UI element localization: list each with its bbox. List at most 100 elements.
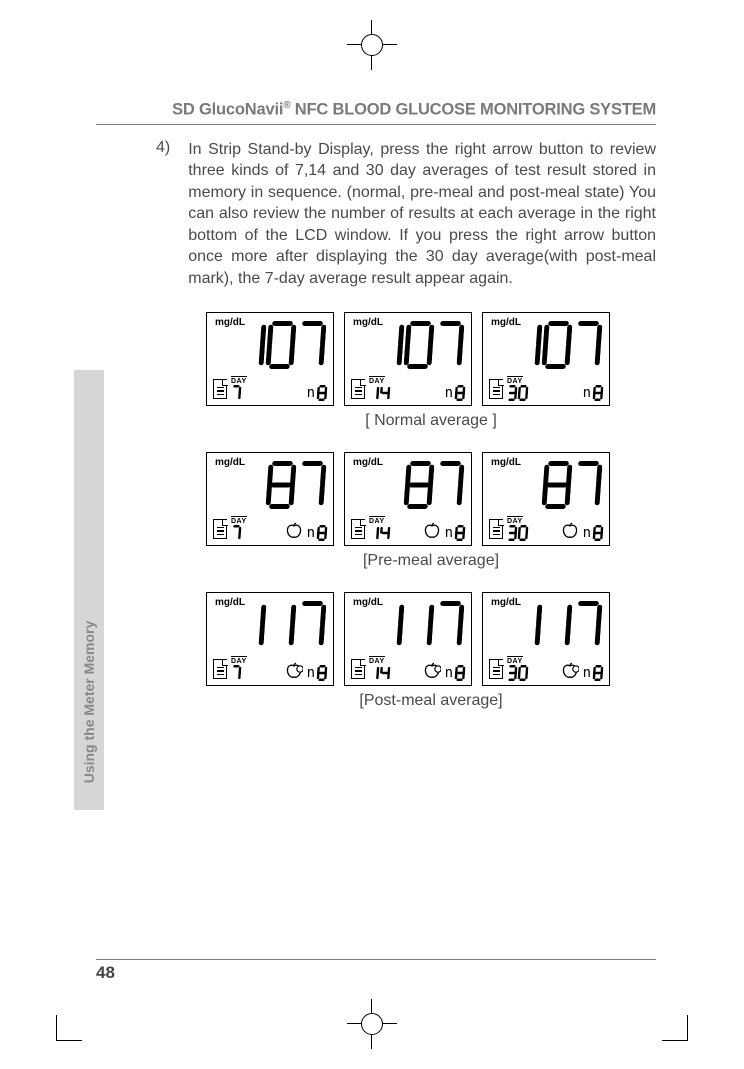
- memory-icon: [351, 519, 365, 539]
- lcd-section: mg/dL DAY n m: [206, 452, 656, 570]
- memory-icon: [213, 379, 227, 399]
- crop-corner-br: [662, 1015, 688, 1041]
- count-n: n: [445, 386, 453, 401]
- count-n: n: [583, 386, 591, 401]
- count-block: n: [445, 665, 465, 681]
- day-label: DAY: [507, 656, 523, 665]
- section-caption: [Post-meal average]: [206, 692, 656, 710]
- unit-label: mg/dL: [215, 457, 245, 468]
- count-value: [317, 665, 327, 681]
- count-value: [593, 665, 603, 681]
- page-content: SD GlucoNavii® NFC BLOOD GLUCOSE MONITOR…: [96, 100, 656, 710]
- count-block: n: [583, 385, 603, 401]
- glucose-value: [375, 321, 463, 371]
- unit-label: mg/dL: [491, 457, 521, 468]
- day-block: DAY: [231, 518, 247, 541]
- day-block: DAY: [507, 658, 528, 681]
- day-block: DAY: [507, 378, 528, 401]
- count-block: n: [445, 525, 465, 541]
- count-block: n: [583, 525, 603, 541]
- lcd-row: mg/dL DAY n m: [206, 592, 656, 686]
- lcd-row: mg/dL DAY n mg/dL: [206, 312, 656, 406]
- memory-icon: [213, 659, 227, 679]
- meal-icon: [561, 662, 579, 680]
- glucose-value: [375, 601, 463, 651]
- section-caption: [Pre-meal average]: [206, 552, 656, 570]
- meal-icon: [285, 662, 303, 680]
- day-value: [507, 665, 528, 681]
- memory-icon: [489, 519, 503, 539]
- memory-icon: [213, 519, 227, 539]
- step-text: In Strip Stand-by Display, press the rig…: [188, 139, 656, 290]
- memory-icon: [351, 659, 365, 679]
- day-value: [231, 385, 241, 401]
- count-block: n: [583, 665, 603, 681]
- count-value: [593, 385, 603, 401]
- day-value: [369, 525, 390, 541]
- day-block: DAY: [507, 518, 528, 541]
- count-value: [455, 525, 465, 541]
- day-label: DAY: [507, 376, 523, 385]
- day-label: DAY: [369, 656, 385, 665]
- count-value: [317, 385, 327, 401]
- memory-icon: [489, 379, 503, 399]
- step-number: 4): [156, 139, 170, 290]
- page-number: 48: [96, 959, 656, 983]
- count-block: n: [307, 385, 327, 401]
- count-n: n: [583, 666, 591, 681]
- lcd-screen: mg/dL DAY n: [344, 592, 472, 686]
- count-block: n: [307, 665, 327, 681]
- day-value: [507, 525, 528, 541]
- glucose-value: [405, 461, 463, 511]
- count-value: [593, 525, 603, 541]
- day-value: [369, 665, 390, 681]
- day-block: DAY: [369, 378, 390, 401]
- count-block: n: [307, 525, 327, 541]
- lcd-section: mg/dL DAY n m: [206, 592, 656, 710]
- glucose-value: [267, 461, 325, 511]
- count-n: n: [307, 526, 315, 541]
- lcd-screen: mg/dL DAY n: [482, 312, 610, 406]
- glucose-value: [513, 601, 601, 651]
- day-label: DAY: [369, 376, 385, 385]
- day-block: DAY: [231, 658, 247, 681]
- lcd-screen: mg/dL DAY n: [206, 452, 334, 546]
- instruction-step: 4) In Strip Stand-by Display, press the …: [156, 139, 656, 290]
- lcd-screen: mg/dL DAY n: [482, 592, 610, 686]
- day-value: [507, 385, 528, 401]
- lcd-row: mg/dL DAY n m: [206, 452, 656, 546]
- day-block: DAY: [231, 378, 247, 401]
- lcd-sections-container: mg/dL DAY n mg/dL: [96, 312, 656, 710]
- meal-icon: [423, 662, 441, 680]
- glucose-value: [237, 321, 325, 371]
- count-n: n: [583, 526, 591, 541]
- day-label: DAY: [231, 516, 247, 525]
- glucose-value: [513, 321, 601, 371]
- meal-icon: [285, 522, 303, 540]
- meal-icon: [423, 522, 441, 540]
- day-value: [369, 385, 390, 401]
- product-name: SD GlucoNavii: [172, 101, 283, 119]
- meal-icon: [561, 522, 579, 540]
- memory-icon: [489, 659, 503, 679]
- count-n: n: [307, 666, 315, 681]
- lcd-screen: mg/dL DAY n: [206, 592, 334, 686]
- lcd-screen: mg/dL DAY n: [482, 452, 610, 546]
- glucose-value: [237, 601, 325, 651]
- section-caption: [ Normal average ]: [206, 412, 656, 430]
- count-n: n: [307, 386, 315, 401]
- side-tab-label: Using the Meter Memory: [81, 621, 97, 784]
- count-block: n: [445, 385, 465, 401]
- count-n: n: [445, 526, 453, 541]
- count-n: n: [445, 666, 453, 681]
- day-label: DAY: [231, 376, 247, 385]
- day-label: DAY: [231, 656, 247, 665]
- count-value: [455, 665, 465, 681]
- crop-corner-bl: [56, 1015, 82, 1041]
- day-label: DAY: [369, 516, 385, 525]
- product-suffix: NFC BLOOD GLUCOSE MONITORING SYSTEM: [290, 101, 656, 119]
- unit-label: mg/dL: [353, 457, 383, 468]
- crop-mark-bottom: [347, 999, 397, 1049]
- day-block: DAY: [369, 518, 390, 541]
- count-value: [455, 385, 465, 401]
